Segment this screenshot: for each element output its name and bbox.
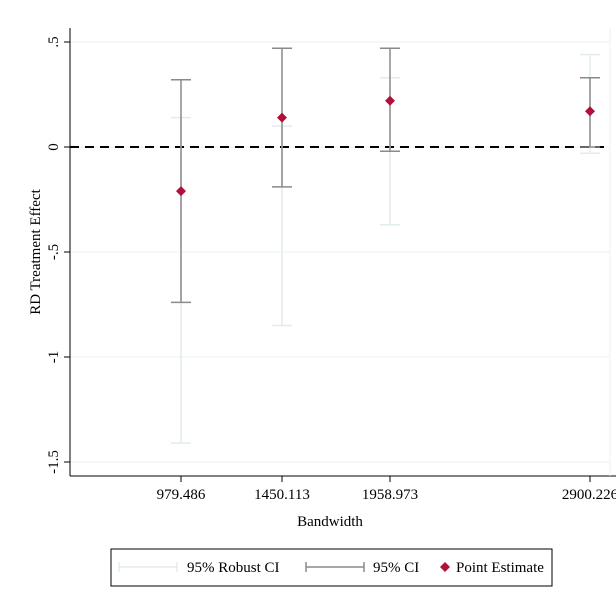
x-tick-label-3: 2900.226	[562, 487, 616, 503]
legend-item-robust-ci: 95% Robust CI	[118, 560, 280, 576]
legend-item-ci: 95% CI	[305, 560, 419, 576]
robust-ci-bars	[171, 53, 600, 444]
legend-point-label: Point Estimate	[456, 560, 544, 576]
point-estimate-1	[277, 112, 287, 123]
y-tick-label-4: -1.5	[46, 450, 62, 474]
gridlines	[70, 41, 610, 463]
legend: 95% Robust CI 95% CI Point Estimate	[110, 548, 553, 587]
ci-bars	[171, 47, 600, 304]
point-estimate-2	[385, 95, 395, 106]
y-tick-label-2: -.5	[46, 244, 62, 260]
x-ticks: 979.486 1450.113 1958.973 2900.226	[157, 476, 616, 503]
y-ticks: .5 0 -.5 -1 -1.5	[46, 36, 70, 474]
point-estimate-0	[176, 186, 186, 197]
legend-point-marker	[440, 562, 450, 572]
y-tick-label-1: 0	[46, 143, 62, 151]
point-estimate-3	[585, 106, 595, 117]
legend-robust-ci-label: 95% Robust CI	[187, 560, 280, 576]
x-tick-label-2: 1958.973	[362, 487, 418, 503]
y-axis-title: RD Treatment Effect	[28, 188, 44, 314]
x-tick-label-1: 1450.113	[254, 487, 310, 503]
plot-area: .5 0 -.5 -1 -1.5 979.486 1450.113 1958.973 2900…	[46, 28, 616, 503]
y-tick-label-0: .5	[46, 36, 62, 47]
legend-ci-label: 95% CI	[373, 560, 419, 576]
legend-item-point: Point Estimate	[440, 560, 544, 576]
x-axis-title: Bandwidth	[297, 514, 363, 530]
y-tick-label-3: -1	[46, 351, 62, 364]
x-tick-label-0: 979.486	[157, 487, 206, 503]
point-estimates	[176, 95, 595, 197]
